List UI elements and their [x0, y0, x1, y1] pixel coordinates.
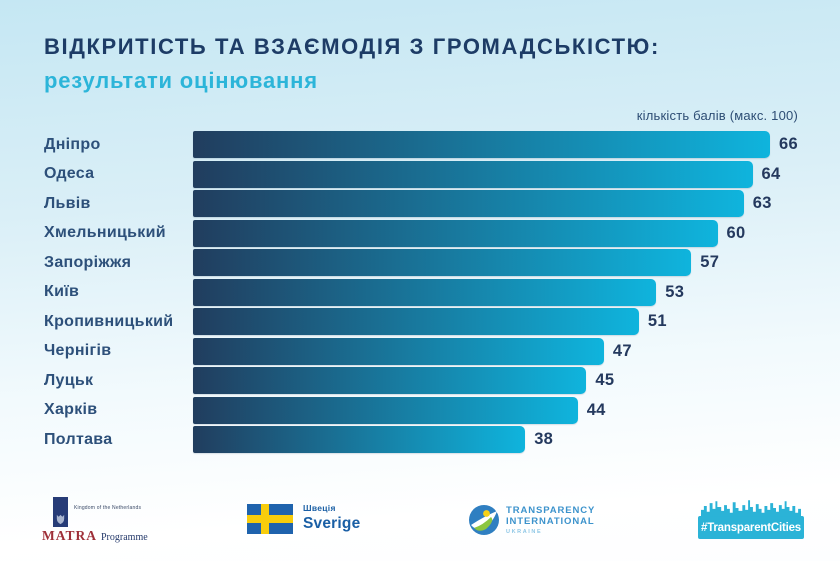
chart-row: Запоріжжя 57 [44, 248, 814, 278]
header: ВІДКРИТІСТЬ ТА ВЗАЄМОДІЯ З ГРОМАДСЬКІСТЮ… [44, 33, 660, 93]
page-subtitle: результати оцінювання [44, 68, 318, 93]
city-label: Хмельницький [44, 224, 166, 242]
sweden-flag-icon [247, 504, 293, 534]
logo-transparent-cities: #TransparentCities [698, 497, 804, 541]
page-title: ВІДКРИТІСТЬ ТА ВЗАЄМОДІЯ З ГРОМАДСЬКІСТЮ… [44, 34, 660, 59]
score-value: 45 [595, 371, 615, 390]
chart-row: Луцьк 45 [44, 366, 814, 396]
city-skyline-icon [701, 500, 801, 517]
matra-programme-label: Programme [101, 532, 148, 543]
sweden-text: Швеція Sverige [303, 503, 360, 533]
sweden-label-sv: Sverige [303, 515, 361, 532]
score-value: 38 [534, 430, 554, 449]
city-label: Кропивницький [44, 312, 174, 330]
transparent-cities-label: #TransparentCities [701, 522, 801, 534]
chart-row: Хмельницький 60 [44, 219, 814, 249]
city-label: Одеса [44, 165, 95, 183]
city-label: Львів [44, 194, 91, 212]
score-value: 53 [665, 282, 685, 301]
matra-label: MATRA [42, 528, 97, 543]
city-label: Полтава [44, 430, 113, 448]
score-bar [193, 249, 692, 277]
score-bar [193, 396, 578, 424]
score-value: 44 [586, 400, 606, 419]
chart-row: Одеса 64 [44, 160, 814, 190]
score-value: 57 [700, 253, 720, 272]
netherlands-ribbon [53, 497, 68, 527]
city-label: Харків [44, 401, 98, 419]
chart-row: Чернігів 47 [44, 337, 814, 367]
matra-country-label: Kingdom of the Netherlands [74, 505, 142, 511]
city-label: Дніпро [44, 135, 101, 153]
city-label: Запоріжжя [44, 253, 132, 271]
score-bar [193, 190, 744, 218]
transparent-cities-band: #TransparentCities [698, 516, 804, 539]
score-bar [193, 160, 753, 188]
chart-row: Дніпро 66 [44, 130, 814, 160]
city-label: Чернігів [44, 342, 112, 360]
logo-transparency-international: TRANSPARENCY INTERNATIONAL UKRAINE [468, 502, 618, 544]
score-bar [193, 367, 587, 395]
ti-label-line2: INTERNATIONAL [506, 516, 595, 527]
score-bar [193, 131, 770, 159]
score-value: 51 [647, 312, 667, 331]
axis-note: кількість балів (макс. 100) [636, 108, 798, 123]
logo-matra-netherlands: Kingdom of the Netherlands MATRA Programm… [42, 494, 162, 546]
score-value: 60 [726, 223, 746, 242]
score-value: 47 [612, 341, 632, 360]
chart-row: Кропивницький 51 [44, 307, 814, 337]
ti-globe-icon [469, 505, 499, 535]
score-value: 64 [761, 164, 781, 183]
chart-row: Полтава 38 [44, 425, 814, 455]
sweden-label-uk: Швеція [303, 503, 336, 513]
bar-chart: Дніпро 66 Одеса 64 Львів 63 Хмельницький 60 Запо… [44, 130, 814, 455]
score-value: 63 [752, 194, 772, 213]
score-bar [193, 219, 718, 247]
score-bar [193, 278, 657, 306]
score-bar [193, 337, 604, 365]
logo-sweden: Швеція Sverige [247, 502, 397, 542]
chart-row: Київ 53 [44, 278, 814, 308]
city-label: Луцьк [44, 371, 94, 389]
score-bar [193, 426, 526, 454]
chart-row: Харків 44 [44, 396, 814, 426]
matra-program-line: MATRA Programme [42, 527, 148, 545]
netherlands-crest-icon [56, 514, 65, 525]
chart-row: Львів 63 [44, 189, 814, 219]
ti-text: TRANSPARENCY INTERNATIONAL UKRAINE [506, 505, 595, 535]
score-value: 66 [779, 135, 798, 154]
ti-label-line1: TRANSPARENCY [506, 505, 596, 516]
city-label: Київ [44, 283, 80, 301]
score-bar [193, 308, 639, 336]
ti-label-country: UKRAINE [506, 529, 543, 535]
sweden-flag-cross-horizontal [247, 515, 293, 523]
